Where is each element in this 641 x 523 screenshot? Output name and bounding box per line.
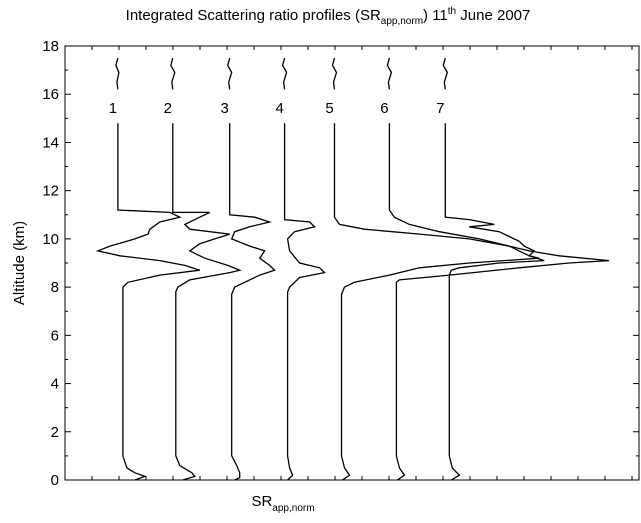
profile-label: 1	[109, 100, 117, 117]
x-label-part: SR	[251, 493, 272, 510]
profile-label: 2	[164, 100, 172, 117]
profile-line	[281, 57, 326, 481]
profile-line	[442, 57, 545, 481]
chart-title: Integrated Scattering ratio profiles (SR…	[126, 6, 531, 27]
title-part: ) 11	[423, 7, 448, 24]
profile-line	[331, 57, 540, 481]
x-axis-label: SRapp,norm	[251, 493, 314, 514]
profile-line	[95, 57, 200, 481]
y-tick-label: 2	[51, 424, 59, 441]
profile-line	[227, 57, 276, 481]
y-tick-label: 10	[42, 231, 59, 248]
y-tick-label: 12	[42, 183, 59, 200]
title-part: Integrated Scattering ratio profiles (SR	[126, 7, 381, 24]
y-tick-label: 18	[42, 38, 59, 55]
y-tick-label: 4	[51, 376, 59, 393]
plot-frame	[64, 45, 640, 481]
y-tick-label: 16	[42, 86, 59, 103]
y-tick-label: 14	[42, 134, 59, 151]
profile-label: 4	[275, 100, 283, 117]
y-tick-label: 0	[51, 472, 59, 489]
y-tick-label: 8	[51, 279, 59, 296]
profile-label: 5	[325, 100, 333, 117]
profile-line	[170, 57, 242, 481]
title-part: app,norm	[381, 16, 423, 27]
profile-line	[386, 57, 610, 481]
y-tick-label: 6	[51, 327, 59, 344]
profile-label: 6	[380, 100, 388, 117]
x-label-part: app,norm	[272, 503, 314, 514]
title-part: June 2007	[456, 7, 530, 24]
profile-label: 3	[221, 100, 229, 117]
title-part: th	[448, 6, 456, 17]
profile-label: 7	[436, 100, 444, 117]
y-axis-label: Altitude (km)	[11, 221, 28, 305]
